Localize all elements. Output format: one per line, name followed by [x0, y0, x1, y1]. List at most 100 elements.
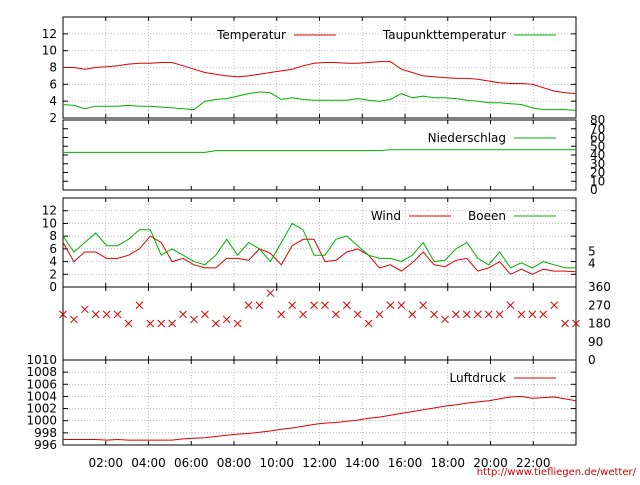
wind-direction-point: [146, 319, 155, 328]
temperature-legend-label: Taupunkttemperatur: [382, 28, 506, 42]
precipitation-ytick-label: 50: [590, 139, 605, 153]
pressure-ytick-label: 1010: [26, 353, 57, 367]
wind-direction-point: [375, 310, 384, 319]
wind-series-wind: [62, 235, 577, 275]
wind-direction-point: [528, 310, 537, 319]
pressure-ytick-label: 1008: [26, 365, 57, 379]
wind-direction-point: [124, 319, 133, 328]
wind-direction-point: [299, 310, 307, 319]
pressure-ytick-label: 1000: [26, 414, 57, 428]
pressure-ytick-label: 998: [34, 426, 57, 440]
wind-direction-point: [266, 289, 275, 297]
temperature-ytick-label: 12: [42, 27, 57, 41]
wind-direction-point: [91, 310, 100, 319]
wind-ytick-label: 12: [42, 204, 57, 218]
wind-direction-ytick-right-label: 270: [588, 298, 611, 312]
precipitation-ytick-label: 80: [590, 113, 605, 127]
temperature-legend-label: Temperatur: [216, 28, 286, 42]
wind-direction-point: [386, 301, 395, 310]
x-tick-label: 06:00: [174, 456, 209, 470]
temperature-ytick-label: 6: [49, 77, 57, 91]
x-tick-label: 16:00: [388, 456, 423, 470]
pressure-ytick-label: 996: [34, 438, 57, 452]
x-tick-label: 18:00: [430, 456, 465, 470]
x-tick-label: 04:00: [131, 456, 166, 470]
wind-ytick-label: 0: [49, 280, 57, 294]
wind-direction-point: [484, 310, 493, 319]
temperature-series-temperatur: [63, 61, 577, 95]
wind-direction-point: [342, 301, 351, 310]
pressure-ytick-label: 1006: [26, 377, 57, 391]
wind-ytick-right-label: 5: [588, 244, 596, 258]
pressure-series-luftdruck: [63, 395, 577, 441]
pressure-legend-label: Luftdruck: [449, 371, 506, 385]
wind-direction-point: [452, 310, 460, 319]
wind-direction-point: [517, 310, 526, 319]
wind-direction-point: [332, 310, 340, 319]
wind-direction-point: [408, 310, 417, 319]
temperature-ytick-label: 10: [42, 44, 57, 58]
wind-direction-point: [168, 319, 177, 328]
temperature-ytick-label: 8: [49, 61, 57, 75]
x-tick-label: 12:00: [302, 456, 337, 470]
wind-direction-point: [550, 301, 559, 310]
wind-ytick-label: 8: [49, 229, 57, 243]
x-tick-label: 02:00: [88, 456, 123, 470]
wind-direction-point: [419, 301, 428, 310]
x-tick-label: 14:00: [345, 456, 380, 470]
wind-direction-point: [473, 310, 482, 319]
wind-direction-point: [211, 319, 220, 328]
wind-direction-point: [506, 301, 515, 310]
wind-ytick-label: 2: [49, 267, 57, 281]
wind-direction-ytick-right-label: 360: [588, 280, 611, 294]
precipitation-legend-label: Niederschlag: [428, 131, 506, 145]
temperature-ytick-label: 4: [49, 94, 57, 108]
precipitation-ytick-label: 70: [590, 122, 605, 136]
precipitation-ytick-label: 10: [590, 174, 605, 188]
wind-direction-frame: [62, 286, 577, 361]
wind-direction-point: [255, 301, 264, 310]
wind-direction-point: [539, 310, 548, 319]
wind-direction-point: [430, 310, 438, 319]
wind-direction-point: [321, 301, 329, 310]
wind-direction-point: [277, 310, 286, 319]
wind-direction-point: [59, 310, 67, 319]
wind-direction-point: [201, 310, 209, 319]
wind-direction-point: [462, 310, 471, 319]
wind-direction-point: [495, 310, 504, 319]
wind-direction-point: [397, 301, 406, 310]
wind-ytick-label: 10: [42, 216, 57, 230]
wind-direction-ytick-right-label: 180: [588, 317, 611, 331]
wind-direction-point: [310, 301, 318, 310]
precipitation-ytick-label: 30: [590, 157, 605, 171]
precipitation-ytick-label: 20: [590, 166, 605, 180]
wind-direction-ytick-right-label: 90: [588, 335, 603, 349]
wind-ytick-label: 6: [49, 242, 57, 256]
precipitation-ytick-label: 0: [590, 183, 598, 197]
wind-direction-point: [364, 319, 373, 328]
temperature-series-taupunkttemperatur: [62, 91, 577, 111]
temperature-ytick-label: 2: [49, 111, 57, 125]
x-tick-label: 10:00: [259, 456, 294, 470]
wind-ytick-label: 4: [49, 255, 57, 269]
x-tick-label: 22:00: [516, 456, 551, 470]
wind-direction-point: [179, 310, 187, 319]
precipitation-ytick-label: 40: [590, 148, 605, 162]
wind-direction-point: [233, 319, 242, 328]
wind-direction-ytick-right-label: 0: [588, 353, 596, 367]
wind-legend-label: Wind: [371, 209, 401, 223]
credit-text: http://www.tiefliegen.de/wetter/: [477, 467, 637, 478]
x-tick-label: 20:00: [473, 456, 508, 470]
wind-direction-point: [113, 310, 122, 319]
wind-direction-point: [222, 315, 231, 324]
wind-direction-point: [572, 319, 580, 328]
wind-direction-point: [244, 301, 253, 310]
wind-direction-point: [190, 315, 198, 324]
wind-ytick-right-label: 4: [588, 256, 596, 270]
precipitation-ytick-label: 60: [590, 131, 605, 145]
wind-direction-point: [561, 319, 569, 328]
pressure-ytick-label: 1002: [26, 402, 57, 416]
wind-direction-point: [157, 319, 166, 328]
